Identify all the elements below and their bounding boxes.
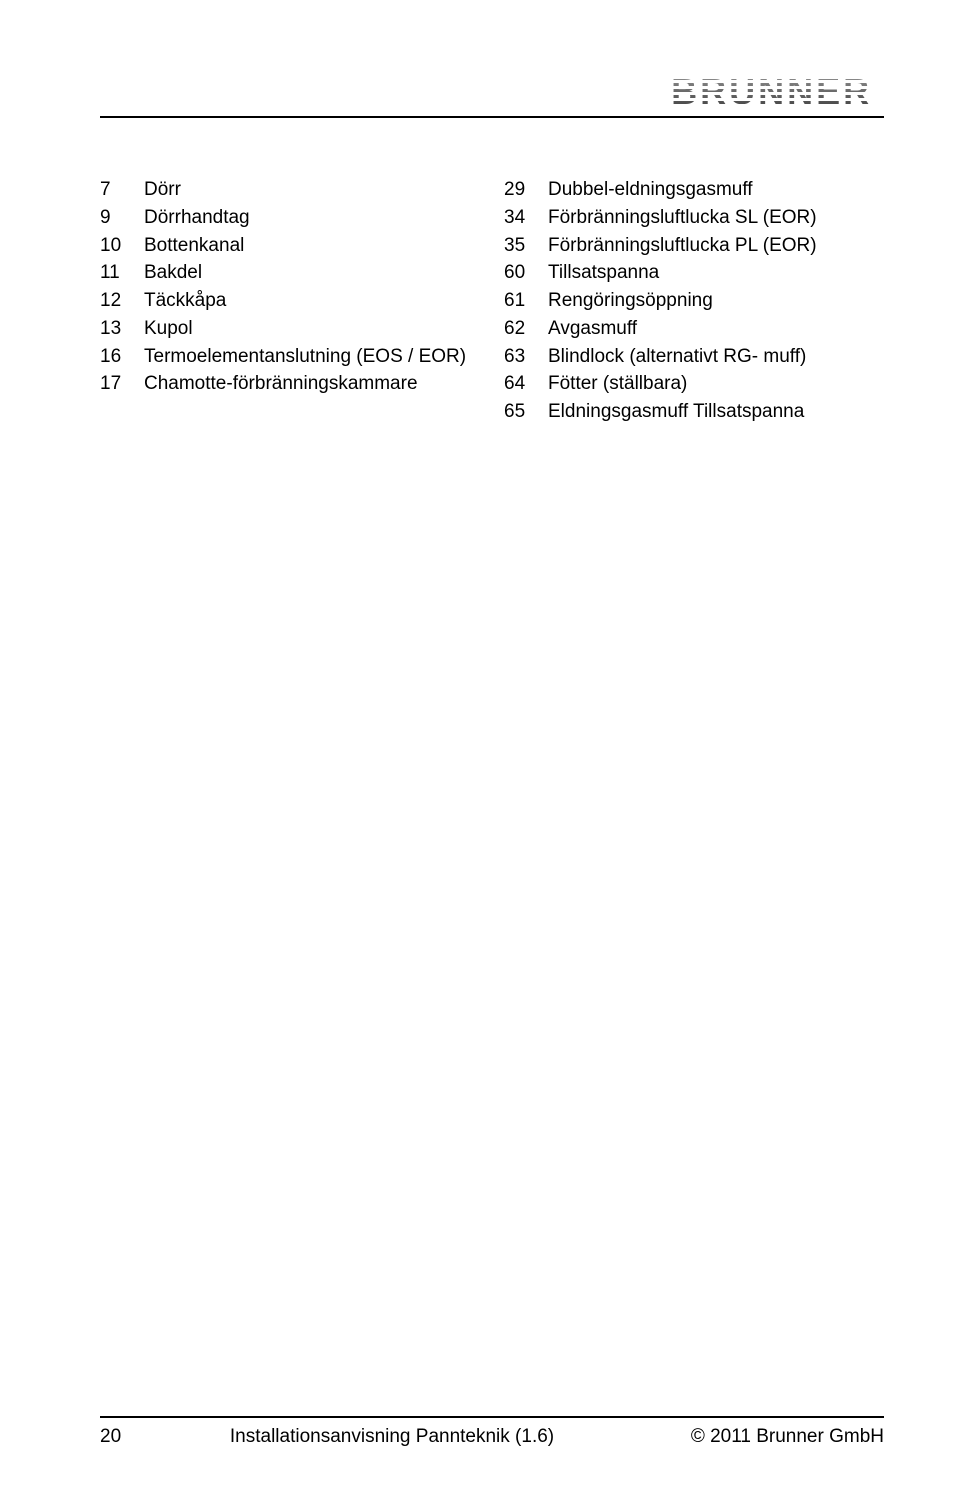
part-number: 63 [504, 343, 548, 371]
table-row: 10 Bottenkanal [100, 232, 480, 260]
part-number: 7 [100, 176, 144, 204]
logo-text: BRUNNER® [671, 71, 884, 112]
table-row: 9 Dörrhandtag [100, 204, 480, 232]
table-row: 29 Dubbel-eldningsgasmuff [504, 176, 884, 204]
table-row: 16 Termoelementanslutning (EOS / EOR) [100, 343, 480, 371]
table-row: 65 Eldningsgasmuff Tillsatspanna [504, 398, 884, 426]
parts-column-left: 7 Dörr 9 Dörrhandtag 10 Bottenkanal 11 [100, 176, 480, 426]
logo-main: BRUNNER [671, 71, 872, 112]
part-number: 61 [504, 287, 548, 315]
table-row: 62 Avgasmuff [504, 315, 884, 343]
part-number: 13 [100, 315, 144, 343]
table-row: 12 Täckkåpa [100, 287, 480, 315]
page: BRUNNER® 7 Dörr 9 Dörrhandtag [0, 0, 960, 1492]
logo-wrap: BRUNNER® [671, 74, 884, 110]
table-row: 7 Dörr [100, 176, 480, 204]
part-description: Blindlock (alternativt RG- muff) [548, 343, 884, 371]
part-description: Tillsatspanna [548, 259, 884, 287]
part-description: Dörrhandtag [144, 204, 480, 232]
part-number: 9 [100, 204, 144, 232]
part-description: Förbränningsluftlucka SL (EOR) [548, 204, 884, 232]
parts-table-right: 29 Dubbel-eldningsgasmuff 34 Förbränning… [504, 176, 884, 426]
content-area: 7 Dörr 9 Dörrhandtag 10 Bottenkanal 11 [100, 118, 884, 426]
table-row: 63 Blindlock (alternativt RG- muff) [504, 343, 884, 371]
part-number: 10 [100, 232, 144, 260]
table-row: 34 Förbränningsluftlucka SL (EOR) [504, 204, 884, 232]
part-description: Bakdel [144, 259, 480, 287]
table-row: 13 Kupol [100, 315, 480, 343]
part-number: 17 [100, 370, 144, 398]
part-number: 29 [504, 176, 548, 204]
page-footer: 20 Installationsanvisning Pannteknik (1.… [100, 1416, 884, 1448]
part-number: 34 [504, 204, 548, 232]
part-description: Chamotte-förbränningskammare [144, 370, 480, 398]
part-description: Avgasmuff [548, 315, 884, 343]
table-row: 17 Chamotte-förbränningskammare [100, 370, 480, 398]
part-number: 16 [100, 343, 144, 371]
part-description: Kupol [144, 315, 480, 343]
part-description: Dörr [144, 176, 480, 204]
table-row: 35 Förbränningsluftlucka PL (EOR) [504, 232, 884, 260]
part-description: Eldningsgasmuff Tillsatspanna [548, 398, 884, 426]
part-description: Dubbel-eldningsgasmuff [548, 176, 884, 204]
registered-icon: ® [874, 71, 886, 85]
part-description: Rengöringsöppning [548, 287, 884, 315]
footer-copyright: © 2011 Brunner GmbH [624, 1426, 884, 1448]
parts-table-left: 7 Dörr 9 Dörrhandtag 10 Bottenkanal 11 [100, 176, 480, 398]
footer-center-text: Installationsanvisning Pannteknik (1.6) [160, 1426, 624, 1448]
table-row: 64 Fötter (ställbara) [504, 370, 884, 398]
part-number: 60 [504, 259, 548, 287]
part-description: Termoelementanslutning (EOS / EOR) [144, 343, 480, 371]
part-number: 64 [504, 370, 548, 398]
table-row: 61 Rengöringsöppning [504, 287, 884, 315]
part-description: Täckkåpa [144, 287, 480, 315]
part-description: Fötter (ställbara) [548, 370, 884, 398]
part-number: 62 [504, 315, 548, 343]
brunner-logo: BRUNNER® [671, 74, 884, 110]
part-description: Förbränningsluftlucka PL (EOR) [548, 232, 884, 260]
part-number: 11 [100, 259, 144, 287]
parts-column-right: 29 Dubbel-eldningsgasmuff 34 Förbränning… [504, 176, 884, 426]
table-row: 11 Bakdel [100, 259, 480, 287]
page-number: 20 [100, 1426, 160, 1448]
part-number: 35 [504, 232, 548, 260]
page-header: BRUNNER® [100, 50, 884, 118]
table-row: 60 Tillsatspanna [504, 259, 884, 287]
part-number: 65 [504, 398, 548, 426]
part-number: 12 [100, 287, 144, 315]
part-description: Bottenkanal [144, 232, 480, 260]
parts-two-column: 7 Dörr 9 Dörrhandtag 10 Bottenkanal 11 [100, 176, 884, 426]
